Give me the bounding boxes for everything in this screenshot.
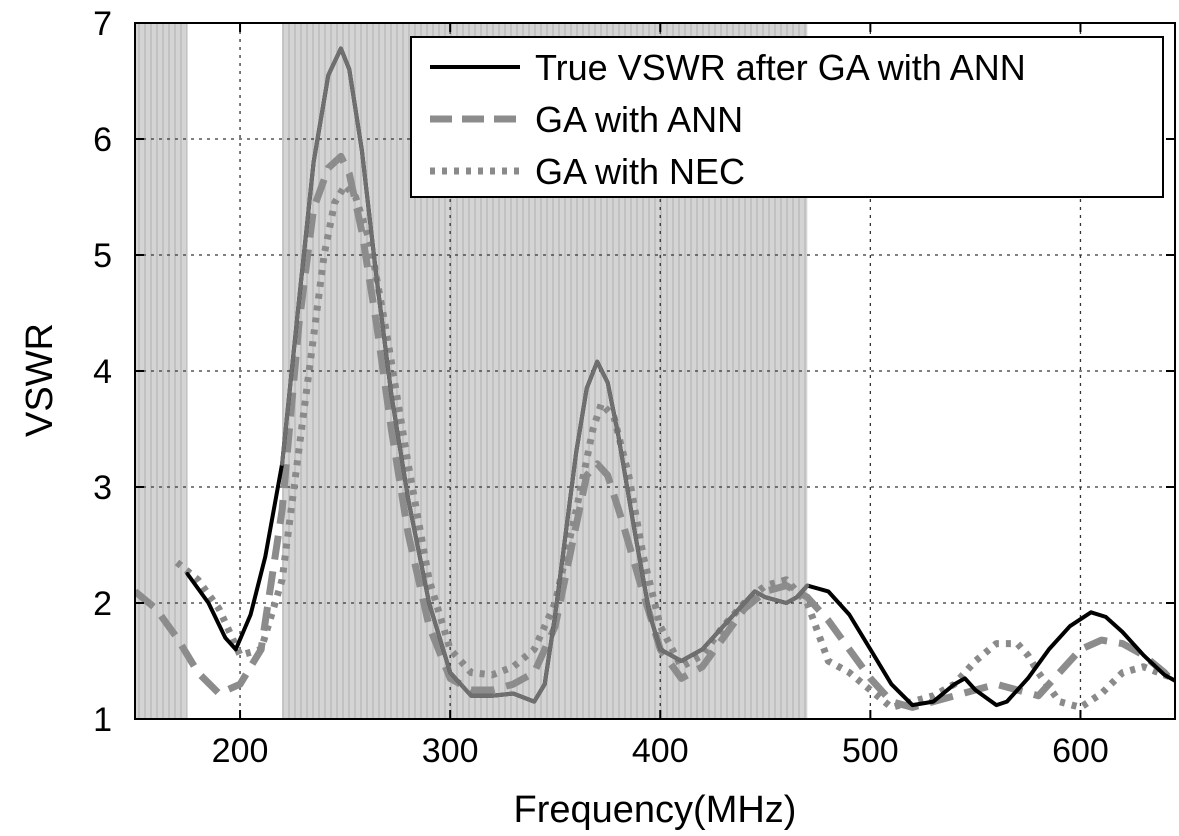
y-tick-label: 3 xyxy=(93,469,112,507)
series-layer xyxy=(135,46,1175,711)
x-tick-label: 400 xyxy=(632,732,689,770)
series-line-ga-nec xyxy=(174,181,1175,711)
y-axis-title: VSWR xyxy=(19,323,61,437)
series-line-true-vswr-band xyxy=(280,46,810,704)
x-tick-label: 300 xyxy=(422,732,479,770)
series-true-vswr xyxy=(185,46,1175,708)
legend: True VSWR after GA with ANN GA with ANN … xyxy=(410,36,1164,198)
y-tick-label: 6 xyxy=(93,121,112,159)
y-tick-label: 7 xyxy=(93,5,112,43)
legend-label-ga-ann: GA with ANN xyxy=(535,99,743,140)
x-tick-label: 600 xyxy=(1052,732,1109,770)
x-axis-title: Frequency(MHz) xyxy=(514,789,797,831)
y-tick-label: 4 xyxy=(93,353,112,391)
axis-ticks: 200 300 400 500 600 1 2 3 4 5 6 7 xyxy=(93,5,1175,770)
x-tick-label: 200 xyxy=(212,732,269,770)
legend-box xyxy=(410,36,1164,198)
x-tick-label: 500 xyxy=(842,732,899,770)
legend-label-ga-nec: GA with NEC xyxy=(535,151,745,192)
series-line-ga-ann xyxy=(135,152,1175,711)
y-tick-label: 2 xyxy=(93,585,112,623)
legend-label-true-vswr: True VSWR after GA with ANN xyxy=(535,47,1026,88)
y-tick-label: 5 xyxy=(93,237,112,275)
y-tick-label: 1 xyxy=(93,701,112,739)
